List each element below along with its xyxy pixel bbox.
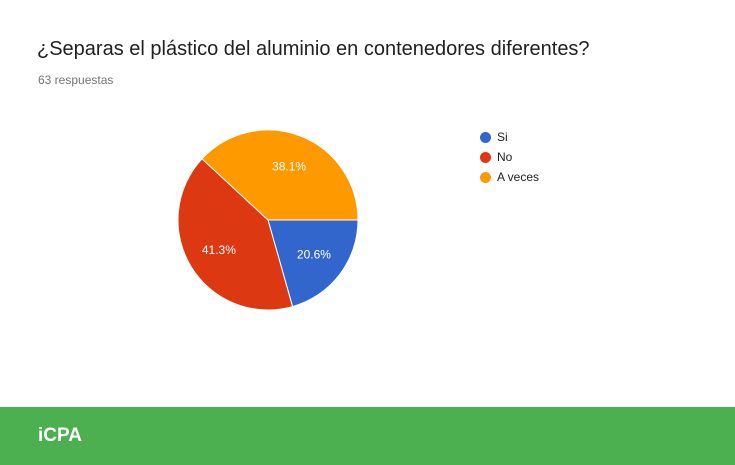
pie-chart: 20.6% 41.3% 38.1% — [177, 129, 359, 311]
legend-item-si[interactable]: Si — [480, 127, 539, 147]
question-title: ¿Separas el plástico del aluminio en con… — [37, 38, 590, 60]
legend-label: No — [497, 150, 513, 164]
pie-label-si: 20.6% — [297, 248, 331, 262]
response-count: 63 respuestas — [38, 73, 114, 87]
legend-item-a-veces[interactable]: A veces — [480, 167, 539, 187]
pie-label-a-veces: 38.1% — [272, 159, 306, 173]
pie-slice-a-veces[interactable] — [201, 129, 359, 221]
legend-label: Si — [497, 130, 508, 144]
pie-label-no: 41.3% — [202, 243, 236, 257]
footer-brand: iCPA — [38, 425, 82, 446]
pie-slice-si[interactable] — [267, 219, 359, 308]
legend-item-no[interactable]: No — [480, 147, 539, 167]
pie-slice-no[interactable] — [177, 158, 294, 311]
legend-dot-icon — [480, 131, 491, 143]
legend-dot-icon — [480, 171, 491, 183]
legend-dot-icon — [480, 151, 491, 163]
legend-label: A veces — [497, 170, 540, 184]
footer-bar: iCPA — [0, 407, 735, 465]
chart-legend: Si No A veces — [480, 127, 539, 187]
